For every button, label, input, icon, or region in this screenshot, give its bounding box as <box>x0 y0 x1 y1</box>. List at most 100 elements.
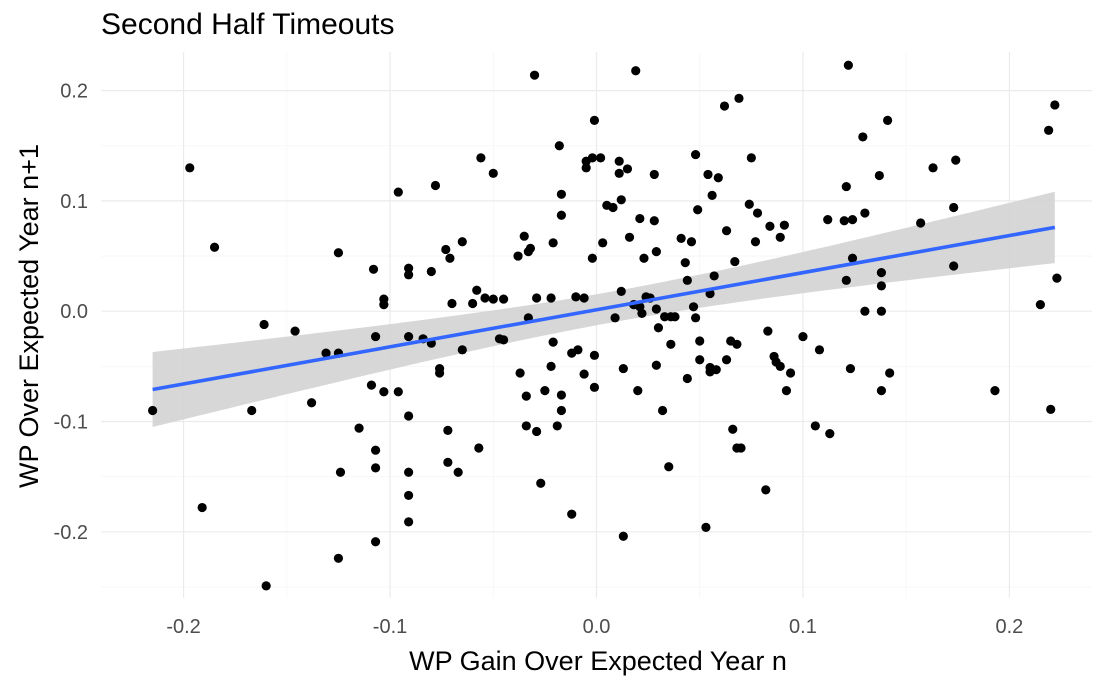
data-point <box>614 168 624 178</box>
data-point <box>624 232 635 242</box>
data-point <box>476 153 486 163</box>
data-point <box>703 169 713 180</box>
fit-line-layer <box>152 225 1056 392</box>
data-point <box>719 101 730 111</box>
data-point <box>579 369 589 379</box>
data-point <box>556 405 567 416</box>
data-point <box>261 581 271 591</box>
x-tick-label: -0.2 <box>166 616 200 638</box>
data-point <box>579 293 589 303</box>
data-point <box>695 355 705 365</box>
data-point <box>695 336 705 346</box>
data-point <box>990 386 1000 396</box>
data-point <box>1052 273 1062 283</box>
data-point <box>633 386 643 396</box>
data-point <box>368 264 379 274</box>
data-point <box>680 258 690 268</box>
data-point <box>571 292 581 302</box>
data-point <box>185 163 195 173</box>
data-point <box>651 304 661 314</box>
data-point <box>589 350 600 360</box>
data-point <box>711 365 721 375</box>
data-point <box>810 421 820 431</box>
data-point <box>426 266 436 277</box>
data-point <box>259 319 269 330</box>
data-point <box>519 231 529 241</box>
data-point <box>443 457 453 467</box>
data-point <box>721 226 732 236</box>
data-point <box>379 387 389 397</box>
data-point <box>709 271 719 281</box>
data-point <box>404 490 414 501</box>
data-point <box>1046 404 1056 414</box>
data-point <box>608 202 618 213</box>
data-point <box>540 386 550 396</box>
data-point <box>779 220 789 230</box>
data-point <box>532 426 542 437</box>
data-point <box>333 248 344 258</box>
data-point <box>845 363 856 374</box>
data-point <box>445 253 455 263</box>
data-point <box>556 210 567 220</box>
data-point <box>290 326 300 336</box>
data-point <box>670 312 680 322</box>
data-point <box>404 517 414 527</box>
data-point <box>587 253 597 263</box>
data-point <box>876 306 887 316</box>
data-point <box>676 233 686 244</box>
data-point <box>664 462 674 472</box>
data-point <box>825 429 835 439</box>
y-tick-label: -0.1 <box>54 412 88 434</box>
data-point <box>713 173 723 183</box>
data-point <box>781 386 792 396</box>
data-point <box>546 293 556 303</box>
data-point <box>573 345 583 355</box>
data-point <box>525 243 536 253</box>
data-point <box>404 263 414 273</box>
data-point <box>637 308 647 319</box>
data-point <box>876 386 887 396</box>
data-point <box>552 421 562 431</box>
data-point <box>589 382 600 392</box>
data-point <box>354 423 364 433</box>
data-point <box>744 199 754 209</box>
data-point <box>860 306 870 316</box>
data-point <box>686 237 697 247</box>
data-point <box>379 294 389 304</box>
y-tick-label: 0.1 <box>60 191 88 213</box>
data-point <box>649 216 659 226</box>
data-point <box>1044 125 1054 135</box>
data-point <box>393 387 403 397</box>
x-tick-label: 0.0 <box>583 616 611 638</box>
tick-labels: -0.2 -0.1 0.0 0.1 0.2 -0.2 -0.1 0.0 0.1 0.2 <box>54 81 1024 638</box>
data-point <box>393 187 403 197</box>
data-point <box>736 443 746 453</box>
data-point <box>474 443 484 453</box>
data-point <box>556 390 567 400</box>
data-point <box>691 149 701 160</box>
data-point <box>488 294 498 304</box>
data-point <box>370 463 381 473</box>
data-point <box>480 293 490 303</box>
data-point <box>752 208 763 218</box>
data-point <box>581 163 591 173</box>
data-point <box>370 331 381 342</box>
data-point <box>404 411 414 421</box>
data-point <box>472 285 482 295</box>
data-point <box>843 60 853 70</box>
data-point <box>721 355 732 365</box>
data-point <box>841 275 851 285</box>
data-point <box>488 168 498 178</box>
data-point <box>841 181 851 192</box>
data-point <box>732 339 742 349</box>
data-point <box>453 467 463 477</box>
data-point <box>614 156 624 166</box>
data-point <box>746 153 756 163</box>
data-point <box>404 467 414 477</box>
data-point <box>639 253 649 263</box>
data-point <box>691 313 701 323</box>
data-point <box>928 163 938 173</box>
data-point <box>598 238 608 248</box>
data-point <box>651 360 661 370</box>
data-point <box>548 337 558 347</box>
